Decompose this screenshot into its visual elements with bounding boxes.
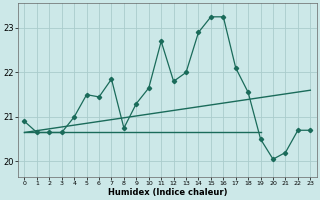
X-axis label: Humidex (Indice chaleur): Humidex (Indice chaleur) [108, 188, 227, 197]
